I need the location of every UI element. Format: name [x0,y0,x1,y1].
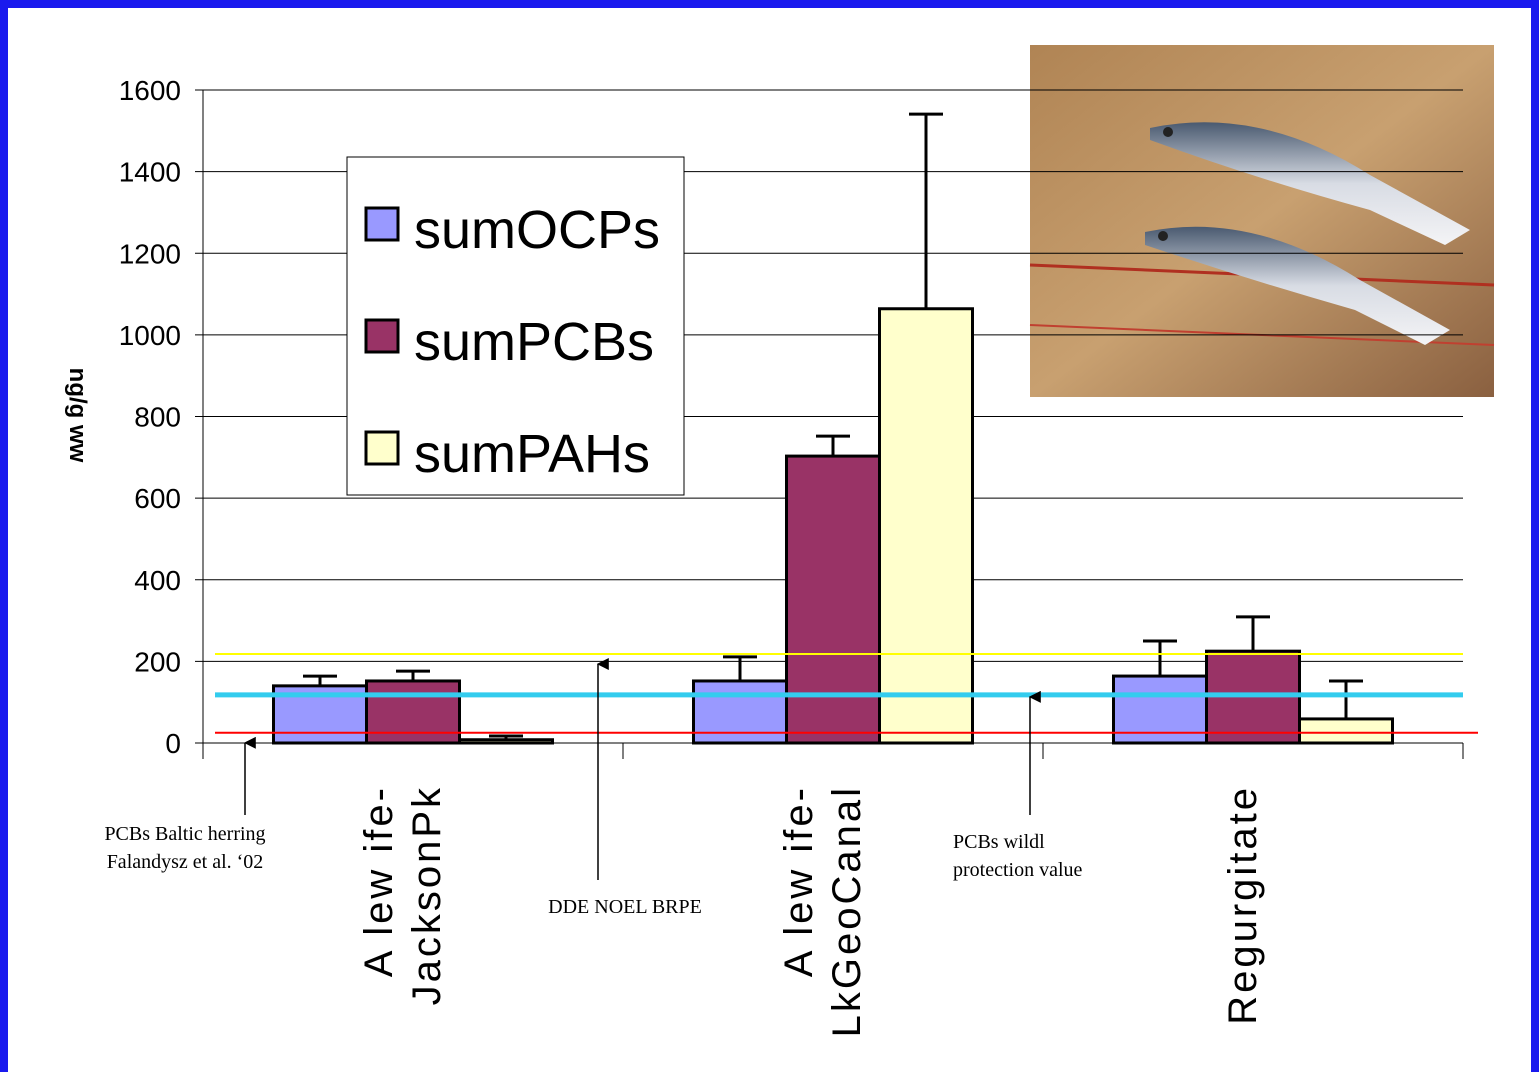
x-tick-label: Regurgitate [1221,785,1265,1025]
y-tick-label: 1600 [119,75,181,106]
annotation-text: PCBs wildl [953,831,1045,853]
legend-label: sumOCPs [414,200,660,260]
x-tick-label: A lew ife- [357,785,401,977]
y-axis-title: ng/g ww [64,368,91,463]
legend-swatch [364,318,400,354]
y-tick-label: 600 [134,483,181,514]
legend-label: sumPAHs [414,424,650,484]
legend: sumOCPs sumPCBs sumPAHs [346,156,685,496]
y-tick-label: 0 [165,728,181,759]
bar [458,738,554,745]
legend-swatch [364,430,400,466]
bar [878,307,974,745]
bar [785,454,881,745]
annotation-text: PCBs Baltic herring [104,823,265,845]
annotation-text: DDE NOEL BRPE [548,896,702,918]
x-tick-label: LkGeoCanal [825,785,869,1037]
y-tick-label: 200 [134,646,181,677]
x-tick-label: A lew ife- [777,785,821,977]
annotation-text: Falandysz et al. ‘02 [107,851,264,873]
legend-label: sumPCBs [414,312,654,372]
x-tick-label: JacksonPk [405,785,449,1005]
legend-swatch [364,206,400,242]
annotation-text: protection value [953,859,1083,881]
y-tick-label: 400 [134,565,181,596]
legend-box [346,156,685,496]
y-tick-label: 1000 [119,320,181,351]
photo [1029,45,1495,397]
y-tick-label: 800 [134,402,181,433]
y-tick-label: 1400 [119,157,181,188]
y-tick-label: 1200 [119,238,181,269]
bar [1298,717,1394,745]
